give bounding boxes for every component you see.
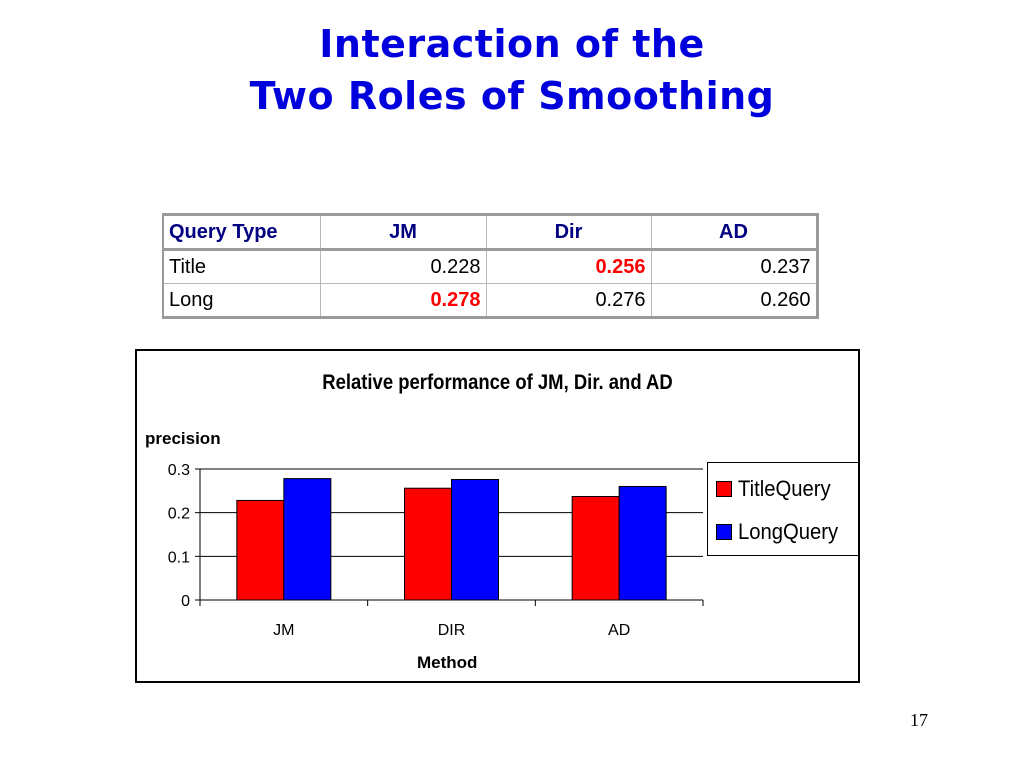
chart-plot: 0 0.1 0.2 0.3 JM DIR AD bbox=[168, 462, 704, 639]
cell-title-ad: 0.237 bbox=[650, 249, 818, 284]
legend-swatch-titlequery bbox=[716, 481, 732, 497]
x-tick-label: DIR bbox=[438, 622, 466, 639]
title-line-1: Interaction of the bbox=[319, 22, 705, 66]
cell-long-jm: 0.278 bbox=[319, 283, 487, 318]
table-header-row: Query Type JM Dir AD bbox=[162, 214, 818, 251]
header-ad: AD bbox=[650, 214, 818, 251]
legend-item-longquery: LongQuery bbox=[716, 518, 847, 546]
chart-legend: TitleQuery LongQuery bbox=[707, 462, 859, 556]
y-tick-label: 0.2 bbox=[168, 506, 190, 523]
bar-titlequery-ad bbox=[571, 496, 620, 601]
slide-title: Interaction of the Two Roles of Smoothin… bbox=[0, 18, 1024, 122]
results-table: Query Type JM Dir AD Title 0.228 0.256 0… bbox=[162, 213, 819, 319]
legend-label-titlequery: TitleQuery bbox=[738, 476, 831, 501]
x-tick-label: AD bbox=[608, 622, 630, 639]
title-line-2: Two Roles of Smoothing bbox=[249, 74, 775, 118]
y-tick-label: 0.3 bbox=[168, 462, 190, 479]
bar-titlequery-jm bbox=[236, 499, 285, 601]
x-tick-label: JM bbox=[273, 622, 294, 639]
legend-item-titlequery: TitleQuery bbox=[716, 475, 839, 503]
page-number: 17 bbox=[910, 710, 928, 730]
cell-title-dir: 0.256 bbox=[485, 249, 652, 284]
y-tick-label: 0 bbox=[181, 593, 190, 610]
row-label-title: Title bbox=[162, 249, 321, 284]
header-dir: Dir bbox=[485, 214, 652, 251]
bar-longquery-dir bbox=[451, 478, 499, 601]
legend-label-longquery: LongQuery bbox=[738, 519, 839, 544]
cell-long-dir: 0.276 bbox=[485, 283, 652, 318]
y-axis-label: precision bbox=[145, 429, 221, 448]
cell-title-jm: 0.228 bbox=[319, 249, 487, 284]
legend-swatch-longquery bbox=[716, 524, 732, 540]
row-label-long: Long bbox=[162, 283, 321, 318]
table-row: Long 0.278 0.276 0.260 bbox=[162, 283, 818, 318]
y-tick-label: 0.1 bbox=[168, 549, 190, 566]
cell-long-ad: 0.260 bbox=[650, 283, 818, 318]
header-query-type: Query Type bbox=[162, 214, 321, 251]
bar-longquery-ad bbox=[618, 485, 667, 601]
bar-longquery-jm bbox=[283, 478, 332, 601]
x-axis-label: Method bbox=[417, 653, 478, 672]
chart-container: 0 0.1 0.2 0.3 JM DIR AD Relative performance o… bbox=[135, 349, 860, 683]
bar-titlequery-dir bbox=[404, 487, 452, 601]
chart-title: Relative performance of JM, Dir. and AD bbox=[322, 371, 673, 394]
table-row: Title 0.228 0.256 0.237 bbox=[162, 249, 818, 284]
header-jm: JM bbox=[319, 214, 487, 251]
